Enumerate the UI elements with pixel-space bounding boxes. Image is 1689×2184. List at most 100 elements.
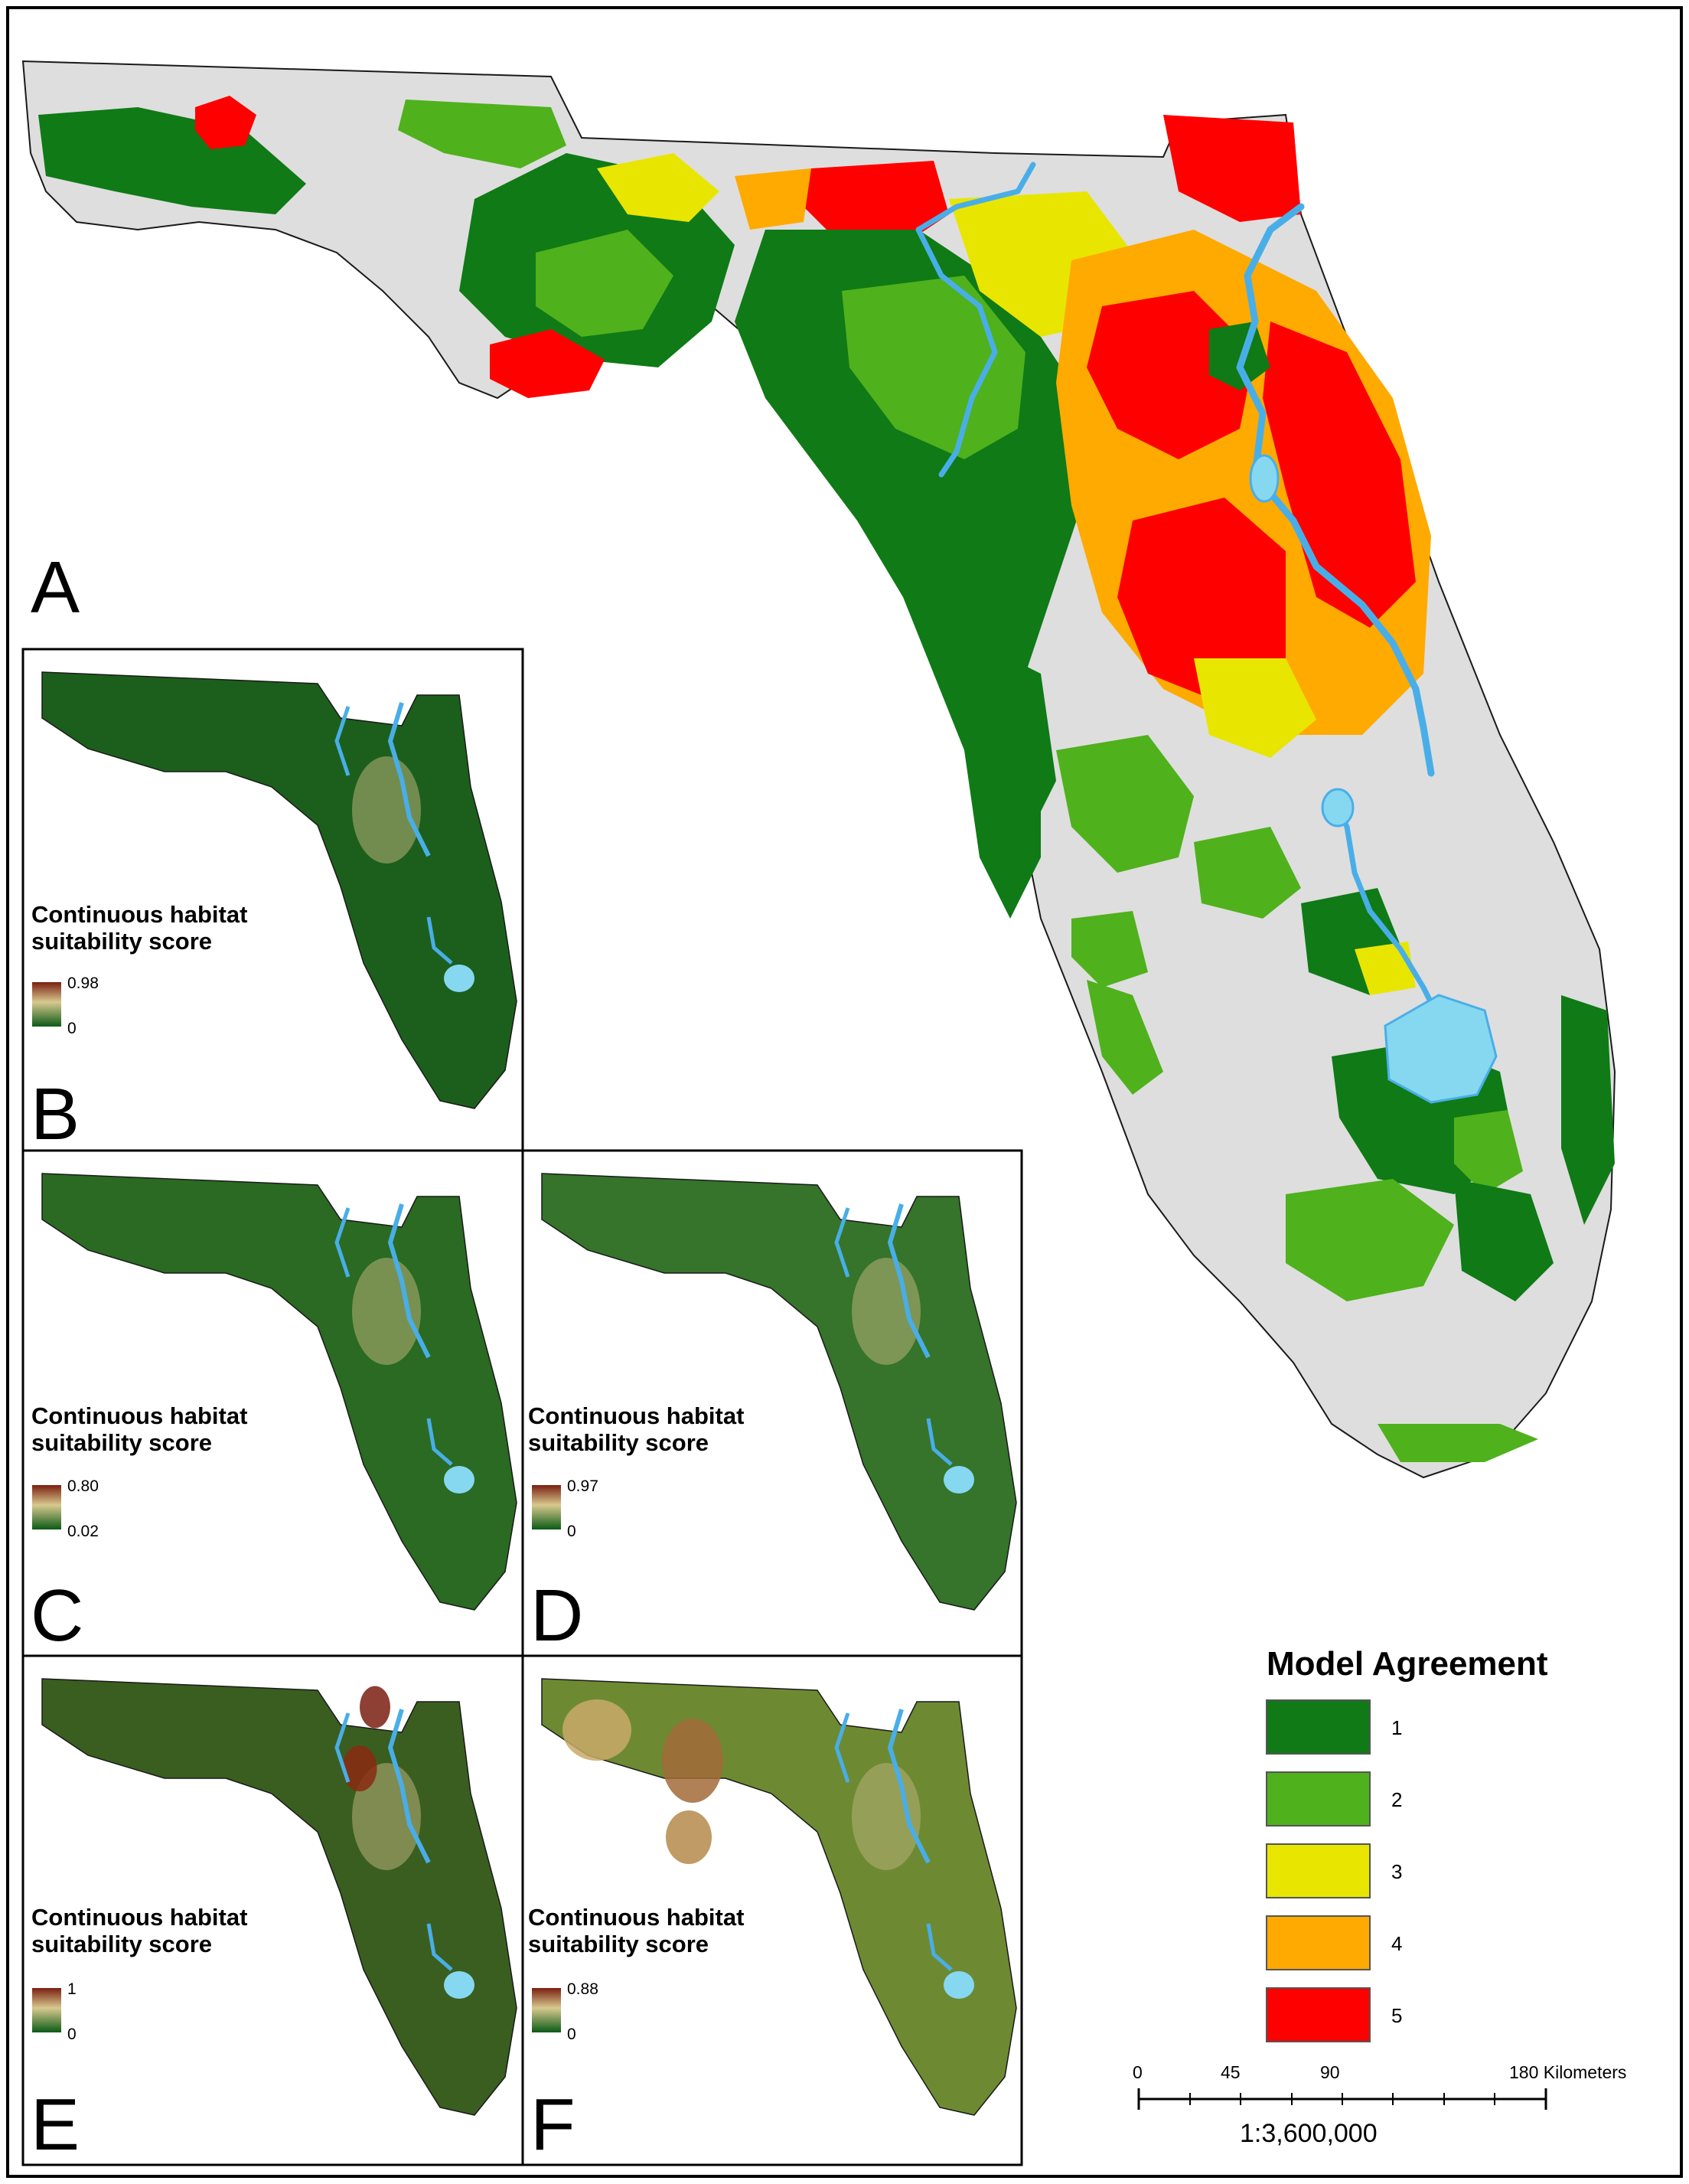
agreement-5-region xyxy=(804,161,949,245)
st-johns-river xyxy=(387,1203,431,1359)
agreement-1-region xyxy=(1209,322,1270,390)
kissimmee-river xyxy=(426,1923,453,1971)
kissimmee-river xyxy=(926,1418,953,1466)
agreement-2-region xyxy=(1454,1110,1523,1194)
agreement-2-region xyxy=(1087,980,1163,1095)
scale-label-180: 180 Kilometers xyxy=(1509,2062,1626,2082)
suitability-map xyxy=(41,1678,517,2116)
panel-letter-a: A xyxy=(31,547,80,628)
legend-label-5: 5 xyxy=(1391,2004,1402,2027)
suitability-color-ramp xyxy=(32,982,61,1027)
suwannee-river xyxy=(334,1207,351,1278)
lake-okeechobee xyxy=(444,1971,474,1999)
scale-label-0: 0 xyxy=(1133,2062,1143,2082)
agreement-2-region xyxy=(536,230,673,337)
ramp-min-label: 0 xyxy=(67,2026,77,2043)
inset-legend-title: Continuous habitat xyxy=(31,1904,247,1931)
legend-swatch-1 xyxy=(1266,1699,1371,1755)
lake-okeechobee xyxy=(444,1466,474,1494)
panel-letter-b: B xyxy=(31,1073,80,1155)
suwannee-river xyxy=(834,1712,850,1783)
figure-frame xyxy=(6,6,1683,2178)
ramp-max-label: 0.80 xyxy=(67,1477,99,1495)
ramp-max-label: 1 xyxy=(67,1980,77,1998)
suitability-map xyxy=(541,1173,1017,1611)
ramp-min-label: 0 xyxy=(567,1523,576,1540)
ramp-min-label: 0 xyxy=(567,2026,576,2043)
agreement-1-region xyxy=(1010,658,1056,827)
suwannee-river xyxy=(915,162,1036,478)
kissimmee-river xyxy=(426,916,453,965)
agreement-2-region xyxy=(1056,735,1194,873)
st-johns-river xyxy=(387,1709,431,1864)
ramp-min-label: 0 xyxy=(67,1020,77,1037)
agreement-4-region xyxy=(735,168,811,230)
inset-legend-title: suitability score xyxy=(31,1931,212,1957)
lake-kissimmee xyxy=(1321,788,1355,828)
agreement-5-region xyxy=(1263,322,1416,628)
lake-okeechobee xyxy=(944,1971,974,1999)
suitability-patch xyxy=(352,756,421,863)
agreement-5-region xyxy=(1163,115,1301,222)
kissimmee-river xyxy=(426,1418,453,1466)
agreement-5-region xyxy=(1117,498,1286,704)
ramp-max-label: 0.98 xyxy=(67,974,99,992)
suitability-color-ramp xyxy=(532,1988,561,2032)
inset-legend-title: suitability score xyxy=(528,1931,709,1957)
scale-label-90: 90 xyxy=(1320,2062,1340,2082)
suwannee-river xyxy=(834,1207,850,1278)
st-johns-river xyxy=(887,1709,931,1864)
inset-legend-title: Continuous habitat xyxy=(31,901,247,928)
main-map-panel: A xyxy=(21,60,1616,1479)
agreement-5-region xyxy=(490,329,605,398)
st-johns-river xyxy=(387,702,431,857)
inset-legend-title: suitability score xyxy=(528,1429,709,1456)
suitability-color-ramp xyxy=(532,1485,561,1529)
ramp-min-label: 0.02 xyxy=(67,1523,99,1540)
legend-swatch-5 xyxy=(1266,1987,1371,2042)
agreement-5-region xyxy=(195,96,256,149)
legend-label-4: 4 xyxy=(1391,1932,1402,1955)
agreement-1-region xyxy=(1454,1179,1554,1301)
agreement-2-region xyxy=(1071,911,1148,988)
panel-letter-d: D xyxy=(530,1575,583,1657)
agreement-2-region xyxy=(1378,1424,1538,1462)
agreement-3-region xyxy=(597,153,719,222)
suitability-patch xyxy=(666,1810,712,1864)
lake-okeechobee xyxy=(444,965,474,992)
kissimmee-river xyxy=(1329,793,1442,1021)
ramp-max-label: 0.88 xyxy=(567,1980,598,1998)
agreement-2-region xyxy=(398,100,566,168)
suitability-patch xyxy=(662,1719,723,1803)
model-agreement-legend: Model Agreement 1 2 3 4 5 xyxy=(1266,1645,1548,2042)
agreement-2-region xyxy=(1194,827,1301,919)
st-johns-river xyxy=(887,1203,931,1359)
lake-george xyxy=(1249,454,1280,503)
suitability-patch xyxy=(562,1699,631,1761)
legend-label-1: 1 xyxy=(1391,1716,1402,1739)
panel-letter-c: C xyxy=(31,1575,83,1657)
inset-legend-title: Continuous habitat xyxy=(528,1402,744,1429)
legend-swatch-4 xyxy=(1266,1915,1371,1970)
suitability-map xyxy=(41,1173,517,1611)
legend-label-2: 2 xyxy=(1391,1788,1402,1811)
inset-frame-f xyxy=(521,1654,1023,2166)
legend-swatch-2 xyxy=(1266,1771,1371,1827)
inset-legend-title: Continuous habitat xyxy=(528,1904,744,1931)
agreement-1-region xyxy=(1561,995,1615,1225)
scale-bar: 0 45 90 180 Kilometers 1:3,600,000 xyxy=(1133,2062,1626,2148)
inset-legend-title: Continuous habitat xyxy=(31,1402,247,1429)
inset-legend-title: suitability score xyxy=(31,1429,212,1456)
agreement-2-region xyxy=(842,276,1025,459)
suitability-color-ramp xyxy=(32,1485,61,1529)
agreement-3-region xyxy=(1194,658,1316,758)
suwannee-river xyxy=(334,706,351,776)
ramp-max-label: 0.97 xyxy=(567,1477,598,1495)
suitability-patch xyxy=(852,1763,921,1870)
agreement-2-region xyxy=(1286,1179,1454,1301)
